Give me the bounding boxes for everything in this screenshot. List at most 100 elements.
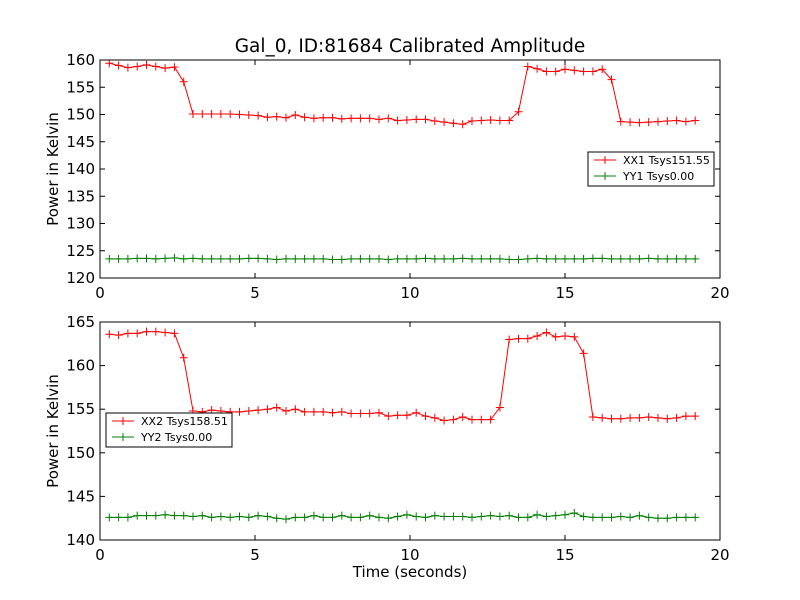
data-point [421,412,430,421]
data-point [681,412,690,421]
data-point [123,513,132,522]
legend-marker [601,172,609,180]
data-point [226,513,235,522]
legend-label: YY1 Tsys0.00 [622,170,694,183]
data-point [607,254,616,263]
legend: XX1 Tsys151.55 YY1 Tsys0.00 [587,151,715,187]
data-point [421,115,430,124]
data-point [644,254,653,263]
series-1 [105,60,700,129]
data-point [579,254,588,263]
data-point [542,254,551,263]
data-point [189,109,197,118]
data-point [123,63,132,72]
data-point [319,407,328,416]
data-point [654,413,662,422]
data-point [598,254,607,263]
data-point [170,329,179,338]
data-point [375,513,383,522]
y-tick-label: 160 [66,51,95,69]
data-point [161,254,170,263]
data-point [263,512,272,521]
data-point [384,412,393,421]
data-point [105,254,114,263]
data-point [607,75,616,84]
data-point [375,408,383,417]
data-point [375,115,383,124]
data-point [272,112,281,121]
data-point [542,328,551,337]
data-point [561,510,569,519]
data-point [337,511,346,520]
data-point [375,254,383,263]
data-point [570,332,579,341]
data-point [626,118,635,127]
data-point [654,254,662,263]
data-point [337,114,346,123]
data-point [430,254,439,263]
x-tick-label: 0 [95,546,105,564]
data-point [598,513,607,522]
data-point [681,513,690,522]
data-point [356,254,365,263]
data-point [412,115,421,124]
data-point [328,408,337,417]
data-point [133,329,142,338]
data-point [579,67,588,76]
data-point [105,330,114,339]
data-point [477,512,486,521]
data-point [505,255,514,264]
y-tick-label: 160 [66,357,95,375]
data-point [626,413,635,422]
data-point [477,254,486,263]
data-point [412,254,421,263]
data-point [514,334,523,343]
data-point [123,254,132,263]
data-point [458,120,467,129]
data-point [681,254,690,263]
x-tick-label: 15 [555,284,574,302]
data-point [244,111,253,120]
data-point [170,511,179,520]
chart-title: Gal_0, ID:81684 Calibrated Amplitude [235,36,586,57]
data-point [161,510,170,519]
data-point [588,67,597,76]
data-point [216,512,225,521]
data-point [319,513,328,522]
data-point [588,513,597,522]
data-point [161,64,170,73]
legend-marker [119,417,127,425]
data-point [347,513,356,522]
data-point [458,413,467,422]
data-point [486,511,495,520]
data-point [654,514,662,523]
x-tick-label: 20 [710,284,729,302]
data-point [654,117,662,126]
data-point [477,116,486,125]
data-point [151,62,160,71]
x-tick-label: 15 [555,546,574,564]
data-point [449,119,458,128]
data-point [365,511,374,520]
data-point [328,113,337,122]
data-point [207,109,216,118]
data-point [393,116,402,125]
data-point [523,513,532,522]
data-point [300,113,309,122]
data-point [570,254,579,263]
data-point [514,513,523,522]
data-point [393,512,402,521]
data-point [672,116,681,125]
data-point [551,332,560,341]
data-point [133,254,142,263]
data-point [495,116,504,125]
y-tick-label: 120 [66,269,95,287]
data-point [486,254,495,263]
data-point [561,331,569,340]
legend-box [105,412,233,448]
data-point [347,114,356,123]
data-point [402,254,411,263]
data-point [635,511,644,520]
